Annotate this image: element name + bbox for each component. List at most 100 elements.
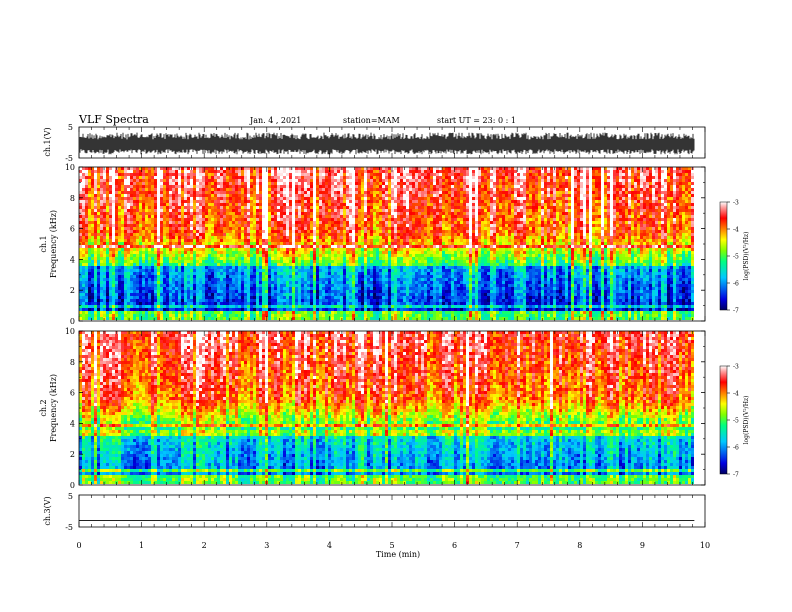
spectrogram-cell (487, 188, 490, 191)
spectrogram-cell (544, 176, 547, 179)
spectrogram-cell (481, 176, 484, 179)
spectrogram-cell (178, 197, 181, 200)
spectrogram-cell (244, 197, 247, 200)
spectrogram-cell (394, 236, 397, 239)
spectrogram-cell (448, 191, 451, 194)
spectrogram-cell (130, 182, 133, 185)
spectrogram-cell (439, 218, 442, 221)
spectrogram-cell (280, 182, 283, 185)
spectrogram-cell (130, 233, 133, 236)
spectrogram-cell (265, 215, 268, 218)
spectrogram-cell (469, 215, 472, 218)
spectrogram-cell (256, 227, 259, 230)
spectrogram-cell (115, 194, 118, 197)
spectrogram-cell (298, 212, 301, 215)
spectrogram-cell (328, 176, 331, 179)
spectrogram-cell (256, 194, 259, 197)
spectrogram-cell (514, 218, 517, 221)
spectrogram-cell (511, 188, 514, 191)
spectrogram-cell (205, 233, 208, 236)
spectrogram-cell (622, 197, 625, 200)
spectrogram-cell (574, 185, 577, 188)
spectrogram-cell (583, 233, 586, 236)
spectrogram-cell (589, 218, 592, 221)
spectrogram-cell (442, 170, 445, 173)
spectrogram-cell (172, 239, 175, 242)
spectrogram-cell (250, 206, 253, 209)
spectrogram-cell (145, 188, 148, 191)
spectrogram-cell (370, 236, 373, 239)
spectrogram-cell (436, 221, 439, 224)
spectrogram-cell (172, 215, 175, 218)
spectrogram-cell (169, 173, 172, 176)
spectrogram-cell (151, 194, 154, 197)
spectrogram-cell (193, 170, 196, 173)
spectrogram-cell (442, 182, 445, 185)
spectrogram-cell (445, 236, 448, 239)
spectrogram-cell (145, 170, 148, 173)
spectrogram-cell (547, 218, 550, 221)
spectrogram-cell (475, 197, 478, 200)
spectrogram-cell (481, 206, 484, 209)
spectrogram-cell (499, 224, 502, 227)
spectrogram-cell (370, 194, 373, 197)
spectrogram-cell (130, 197, 133, 200)
spectrogram-cell (631, 236, 634, 239)
spectrogram-cell (121, 227, 124, 230)
spectrogram-cell (145, 176, 148, 179)
spectrogram-cell (160, 179, 163, 182)
spectrogram-cell (430, 230, 433, 233)
spectrogram-cell (568, 236, 571, 239)
spectrogram-cell (79, 203, 82, 206)
spectrogram-cell (445, 191, 448, 194)
spectrogram-cell (340, 209, 343, 212)
spectrogram-cell (190, 185, 193, 188)
spectrogram-cell (127, 194, 130, 197)
spectrogram-cell (658, 224, 661, 227)
spectrogram-cell (292, 191, 295, 194)
spectrogram-cell (88, 236, 91, 239)
spectrogram-cell (607, 173, 610, 176)
spectrogram-cell (595, 233, 598, 236)
spectrogram-cell (388, 212, 391, 215)
spectrogram-cell (124, 194, 127, 197)
spectrogram-cell (208, 188, 211, 191)
spectrogram-cell (688, 179, 691, 182)
spectrogram-cell (520, 179, 523, 182)
spectrogram-cell (469, 173, 472, 176)
spectrogram-cell (181, 200, 184, 203)
spectrogram-cell (379, 188, 382, 191)
spectrogram-cell (595, 203, 598, 206)
spectrogram-cell (307, 167, 310, 170)
spectrogram-cell (331, 197, 334, 200)
spectrogram-cell (628, 224, 631, 227)
spectrogram-cell (484, 197, 487, 200)
spectrogram-cell (418, 203, 421, 206)
spectrogram-cell (91, 185, 94, 188)
spectrogram-cell (277, 206, 280, 209)
spectrogram-cell (691, 179, 694, 182)
spectrogram-cell (253, 215, 256, 218)
spectrogram-cell (139, 191, 142, 194)
spectrogram-cell (661, 191, 664, 194)
spectrogram-cell (184, 233, 187, 236)
spectrogram-cell (127, 209, 130, 212)
spectrogram-cell (187, 239, 190, 242)
spectrogram-cell (451, 200, 454, 203)
spectrogram-cell (184, 206, 187, 209)
spectrogram-cell (355, 212, 358, 215)
spectrogram-cell (661, 203, 664, 206)
spectrogram-cell (184, 167, 187, 170)
spectrogram-cell (109, 176, 112, 179)
spectrogram-cell (679, 191, 682, 194)
spectrogram-cell (541, 173, 544, 176)
spectrogram-cell (298, 197, 301, 200)
spectrogram-cell (439, 215, 442, 218)
spectrogram-cell (313, 173, 316, 176)
spectrogram-cell (415, 212, 418, 215)
spectrogram-cell (301, 176, 304, 179)
spectrogram-cell (100, 215, 103, 218)
spectrogram-cell (124, 224, 127, 227)
spectrogram-cell (496, 218, 499, 221)
spectrogram-cell (118, 203, 121, 206)
